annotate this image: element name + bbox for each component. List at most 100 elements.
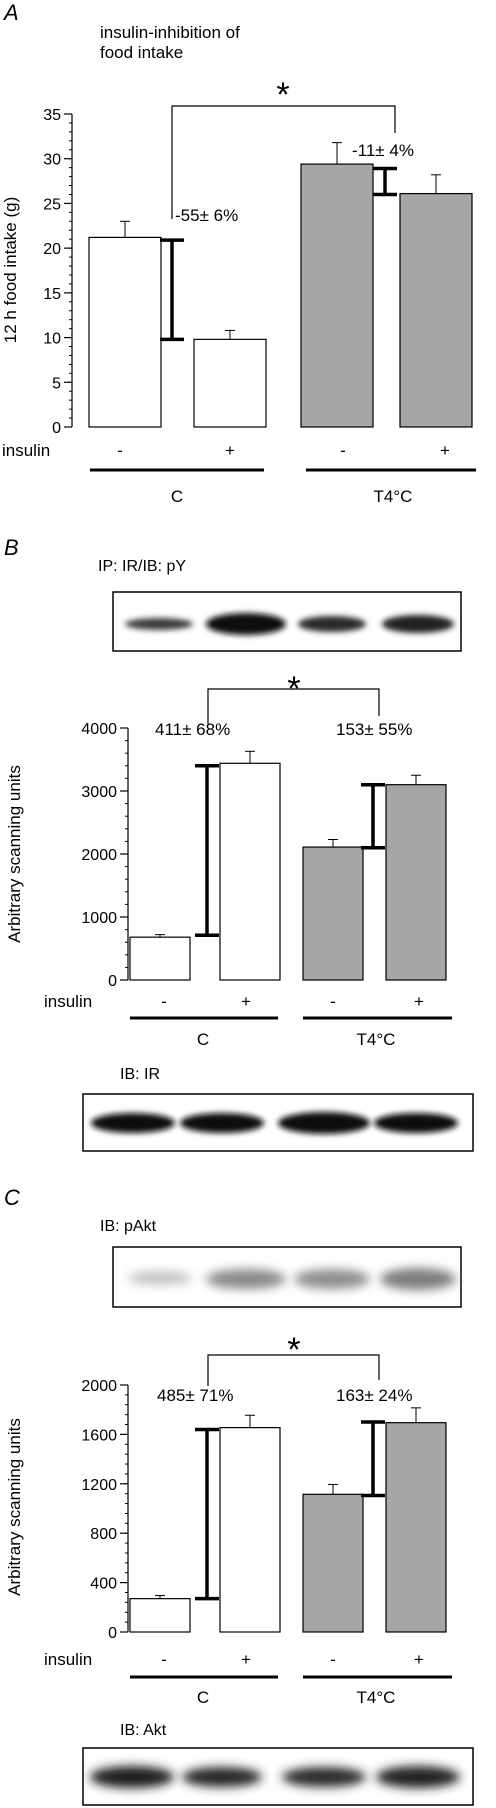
- panel-a-bars: [88, 142, 473, 428]
- pakt-blot-band-1: [128, 1271, 192, 1285]
- panel-c-letter: C: [4, 1185, 20, 1210]
- panel-a-plus-t: +: [440, 441, 450, 460]
- panel-a: A insulin-inhibition of food intake 0 5 10…: [1, 0, 476, 506]
- panel-b-y-tick-label: 0: [108, 973, 117, 990]
- panel-b-y-tick-label: 2000: [81, 847, 117, 864]
- panel-c-bar-1: [129, 1598, 191, 1633]
- panel-b-bars: [129, 750, 447, 981]
- panel-c-plus-c: +: [241, 1650, 251, 1669]
- panel-c-minus-t: -: [330, 1650, 336, 1669]
- panel-c: C IB: pAkt 0 400 800 1200 1600 2000 Arbitrary …: [4, 1185, 474, 1806]
- panel-b-minus-c: -: [161, 992, 167, 1011]
- py-blot-band-2: [206, 613, 286, 635]
- panel-a-y-tick-label: 35: [43, 107, 61, 124]
- panel-c-plus-t: +: [414, 1650, 424, 1669]
- panel-b-percent-right: 153± 55%: [336, 720, 412, 739]
- panel-b-insulin-label: insulin: [44, 992, 92, 1011]
- panel-c-bar-4: [385, 1422, 447, 1633]
- akt-blot-band-1: [90, 1766, 174, 1788]
- py-blot-band-1: [125, 618, 193, 630]
- panel-c-axes: 0 400 800 1200 1600 2000 Arbitrary scanning un…: [5, 1378, 129, 1642]
- panel-b-y-tick-label: 1000: [81, 910, 117, 927]
- panel-b-plus-t: +: [414, 992, 424, 1011]
- panel-a-bar-2: [193, 338, 267, 428]
- panel-b-bar-3: [302, 846, 364, 981]
- panel-a-y-tick-label: 30: [43, 152, 61, 169]
- panel-b-letter: B: [4, 535, 19, 560]
- panel-c-group-c: C: [197, 1688, 209, 1707]
- panel-a-bar-1: [88, 236, 162, 428]
- panel-b-star: *: [287, 670, 300, 708]
- panel-b-plus-c: +: [241, 992, 251, 1011]
- panel-b-minus-t: -: [330, 992, 336, 1011]
- pakt-blot-band-2: [206, 1269, 286, 1289]
- panel-a-y-tick-label: 10: [43, 331, 61, 348]
- panel-a-y-axis-title: 12 h food intake (g): [1, 197, 20, 343]
- panel-a-star: *: [276, 76, 289, 114]
- panel-a-y-tick-label: 15: [43, 286, 61, 303]
- panel-a-group-c: C: [171, 487, 183, 506]
- panel-a-axes: 0 5 10 15 20 25 30 35 12 h food intake (g): [1, 107, 73, 437]
- panel-a-group-t: T4°C: [374, 487, 413, 506]
- panel-c-y-tick-label: 0: [108, 1625, 117, 1642]
- py-blot-band-4: [382, 615, 454, 633]
- pakt-blot-band-4: [380, 1268, 456, 1290]
- panel-b-group-c: C: [197, 1030, 209, 1049]
- panel-c-y-tick-label: 400: [90, 1576, 117, 1593]
- panel-a-percent-left: -55± 6%: [175, 206, 238, 225]
- ir-blot-band-1: [91, 1113, 175, 1133]
- panel-b-bar-4: [385, 784, 447, 981]
- panel-c-blot-top-label: IB: pAkt: [100, 1218, 157, 1235]
- panel-c-y-tick-label: 2000: [81, 1378, 117, 1395]
- panel-c-y-tick-label: 1200: [81, 1477, 117, 1494]
- panel-a-significance-bracket: [171, 105, 396, 219]
- py-blot-band-3: [298, 616, 366, 632]
- panel-b-percent-left: 411± 68%: [155, 720, 230, 739]
- panel-c-bars: [129, 1407, 447, 1633]
- pakt-blot-band-3: [294, 1269, 370, 1289]
- akt-blot-band-2: [182, 1767, 262, 1787]
- pakt-blot: [112, 1246, 462, 1308]
- panel-b-y-tick-label: 3000: [81, 784, 117, 801]
- panel-c-group-t: T4°C: [357, 1688, 396, 1707]
- panel-c-blot-bottom-label: IB: Akt: [120, 1722, 167, 1739]
- panel-c-minus-c: -: [161, 1650, 167, 1669]
- ir-blot-band-2: [180, 1113, 264, 1133]
- panel-b-axes: 0 1000 2000 3000 4000 Arbitrary scanning unit…: [5, 721, 129, 990]
- panel-b-bar-1: [129, 936, 191, 981]
- panel-c-bar-2: [219, 1427, 281, 1633]
- panel-a-percent-right: -11± 4%: [352, 141, 414, 160]
- panel-c-bar-3: [302, 1493, 364, 1633]
- ir-blot: [82, 1093, 474, 1152]
- panel-a-minus-t: -: [340, 441, 346, 460]
- ir-blot-band-3: [278, 1112, 370, 1134]
- panel-c-percent-left: 485± 71%: [157, 1386, 233, 1405]
- panel-b-y-tick-label: 4000: [81, 721, 117, 738]
- panel-c-star: *: [287, 1331, 300, 1369]
- panel-b-bar-2: [219, 762, 281, 981]
- panel-b-y-axis-title: Arbitrary scanning units: [5, 765, 24, 943]
- panel-b-blot-bottom-label: IB: IR: [120, 1066, 160, 1083]
- panel-a-insulin-label: insulin: [2, 441, 50, 460]
- panel-c-insulin-label: insulin: [44, 1650, 92, 1669]
- panel-b-group-t: T4°C: [357, 1030, 396, 1049]
- panel-c-y-tick-label: 1600: [81, 1427, 117, 1444]
- panel-a-caption-line2: food intake: [100, 43, 183, 62]
- ir-blot-band-4: [374, 1113, 458, 1133]
- panel-a-letter: A: [2, 0, 19, 25]
- py-blot: [112, 591, 462, 652]
- akt-blot-band-3: [282, 1767, 366, 1787]
- panel-a-minus-c: -: [117, 441, 123, 460]
- akt-blot-band-4: [376, 1766, 460, 1788]
- panel-a-plus-c: +: [225, 441, 235, 460]
- panel-a-y-tick-label: 0: [52, 420, 61, 437]
- panel-b-significance-bracket: [207, 688, 380, 724]
- panel-a-y-tick-label: 5: [52, 375, 61, 392]
- panel-a-y-tick-label: 20: [43, 241, 61, 258]
- panel-c-significance-bracket: [207, 1354, 380, 1386]
- panel-c-y-tick-label: 800: [90, 1526, 117, 1543]
- panel-a-bar-3: [300, 163, 374, 428]
- panel-c-y-axis-title: Arbitrary scanning units: [5, 1418, 24, 1596]
- panel-a-caption-line1: insulin-inhibition of: [100, 23, 240, 42]
